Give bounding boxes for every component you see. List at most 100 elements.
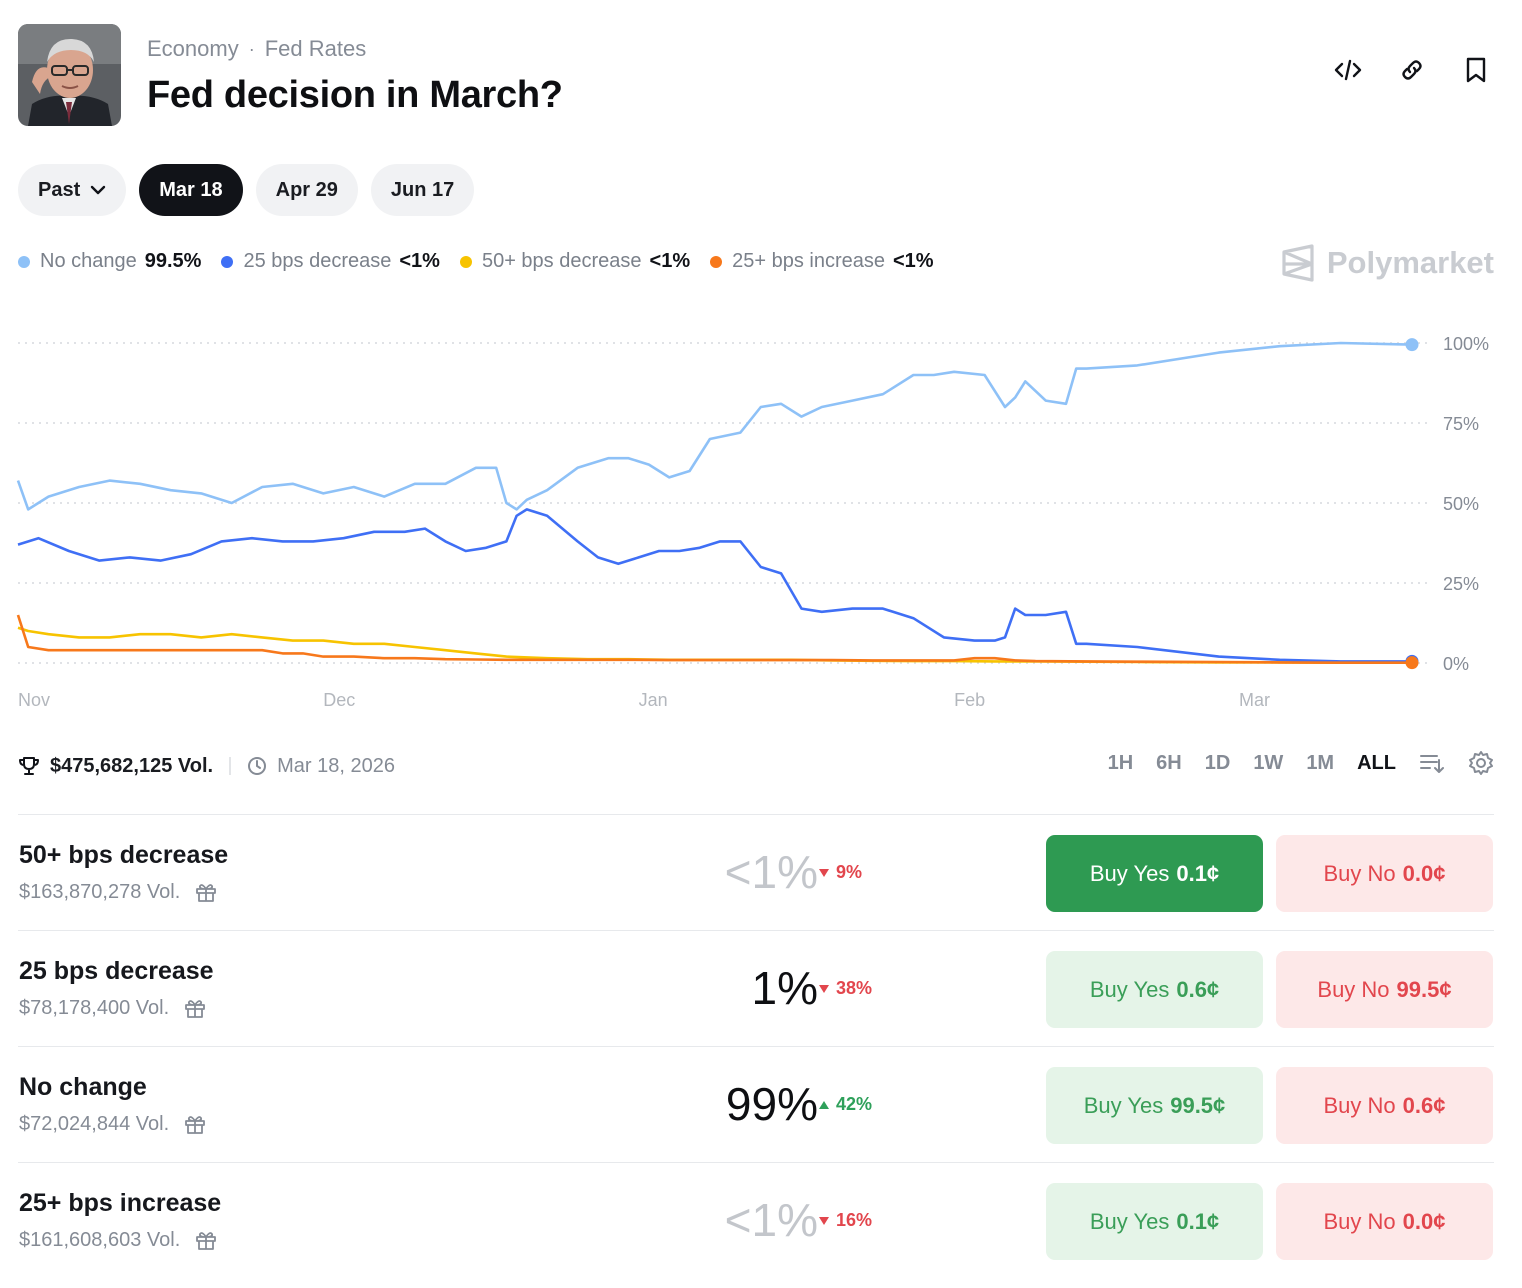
buy-no-button[interactable]: Buy No 99.5¢ (1276, 951, 1493, 1028)
legend-item-no-change[interactable]: No change 99.5% (18, 250, 201, 273)
series-end-marker (1405, 338, 1419, 352)
series-end-marker (1405, 656, 1419, 670)
gift-icon[interactable] (183, 996, 207, 1020)
outcome-row-50-bps-decrease[interactable]: 50+ bps decrease $163,870,278 Vol. <1% 9… (18, 815, 1494, 931)
range-all[interactable]: ALL (1357, 751, 1396, 774)
buy-yes-price: 0.1¢ (1176, 1208, 1220, 1234)
buy-no-button[interactable]: Buy No 0.0¢ (1276, 835, 1493, 912)
clock-icon (248, 757, 267, 775)
outcome-name: No change (19, 1073, 147, 1101)
date-selector: Past Mar 18 Apr 29 Jun 17 (18, 164, 475, 216)
sort-icon[interactable] (1419, 751, 1445, 775)
outcome-probability: 99% (725, 1078, 818, 1130)
legend-label: 50+ bps decrease (481, 250, 642, 272)
outcome-row-25-bps-decrease[interactable]: 25 bps decrease $78,178,400 Vol. 1% 38% … (18, 931, 1494, 1047)
link-icon[interactable] (1398, 56, 1426, 84)
outcome-volume: $72,024,844 Vol. (19, 1112, 207, 1136)
legend-dot (459, 255, 472, 268)
legend-label: No change (40, 250, 137, 272)
range-1d[interactable]: 1D (1204, 751, 1231, 774)
triangle-up-icon (819, 1100, 829, 1109)
legend-value: <1% (893, 250, 934, 272)
buy-yes-label: Buy Yes (1089, 976, 1170, 1002)
triangle-down-icon (819, 1216, 829, 1225)
legend-dot (710, 255, 723, 268)
outcome-change: 9% (818, 862, 862, 883)
range-6h[interactable]: 6H (1156, 751, 1182, 774)
legend-item-25-bps-decrease[interactable]: 25 bps decrease <1% (221, 250, 440, 273)
buy-no-label: Buy No (1323, 860, 1396, 886)
outcome-volume-value: $163,870,278 Vol. (19, 880, 181, 903)
breadcrumb-category[interactable]: Economy (147, 36, 239, 61)
outcome-change: 38% (818, 978, 872, 999)
date-pill-mar-18[interactable]: Mar 18 (139, 164, 243, 216)
y-tick-label: 100% (1443, 334, 1489, 354)
trophy-icon (19, 757, 39, 775)
buy-yes-button[interactable]: Buy Yes 0.1¢ (1046, 835, 1263, 912)
outcome-volume: $78,178,400 Vol. (19, 996, 207, 1020)
triangle-down-icon (819, 984, 829, 993)
y-tick-label: 0% (1443, 654, 1469, 674)
buy-yes-button[interactable]: Buy Yes 0.1¢ (1046, 1183, 1263, 1260)
x-tick-label: Mar (1239, 690, 1270, 710)
date-pill-apr-29[interactable]: Apr 29 (255, 164, 358, 216)
price-history-chart[interactable]: 100% 75% 50% 25% 0% Nov Dec Jan Feb Mar (0, 300, 1522, 720)
header-actions (1334, 56, 1490, 84)
page-title: Fed decision in March? (147, 74, 563, 116)
buy-no-label: Buy No (1323, 1092, 1396, 1118)
chevron-down-icon (90, 185, 106, 195)
gift-icon[interactable] (183, 1112, 207, 1136)
portrait-image (18, 24, 121, 126)
outcome-volume-value: $161,608,603 Vol. (19, 1228, 181, 1251)
outcome-name: 25 bps decrease (19, 957, 214, 985)
buy-yes-price: 0.6¢ (1176, 976, 1220, 1002)
range-1w[interactable]: 1W (1253, 751, 1284, 774)
date-pill-jun-17[interactable]: Jun 17 (370, 164, 475, 216)
buy-yes-price: 99.5¢ (1170, 1092, 1226, 1118)
buy-no-button[interactable]: Buy No 0.6¢ (1276, 1067, 1493, 1144)
past-label: Past (38, 178, 81, 201)
polymarket-icon (1282, 244, 1314, 282)
settings-gear-icon[interactable] (1468, 750, 1494, 776)
divider (18, 1162, 1494, 1163)
stats-divider (229, 757, 232, 775)
divider (18, 930, 1494, 931)
x-tick-label: Nov (18, 690, 50, 710)
legend-item-50-bps-decrease[interactable]: 50+ bps decrease <1% (459, 250, 690, 273)
buy-yes-button[interactable]: Buy Yes 0.6¢ (1046, 951, 1263, 1028)
legend-item-25-bps-increase[interactable]: 25+ bps increase <1% (710, 250, 934, 273)
outcome-change-value: 16% (836, 1210, 873, 1230)
outcome-volume-value: $72,024,844 Vol. (19, 1112, 170, 1135)
x-tick-label: Feb (954, 690, 985, 710)
legend-dot (221, 255, 234, 268)
range-1m[interactable]: 1M (1306, 751, 1335, 774)
embed-code-icon[interactable] (1334, 56, 1362, 84)
outcome-change: 42% (818, 1094, 872, 1115)
gift-icon[interactable] (194, 1228, 218, 1252)
gift-icon[interactable] (194, 880, 218, 904)
time-range-selector: 1H 6H 1D 1W 1M ALL (1108, 750, 1494, 776)
outcome-probability: 1% (751, 962, 818, 1014)
past-dates-dropdown[interactable]: Past (18, 164, 127, 216)
buy-no-button[interactable]: Buy No 0.0¢ (1276, 1183, 1493, 1260)
outcome-row-no-change[interactable]: No change $72,024,844 Vol. 99% 42% Buy Y… (18, 1047, 1494, 1163)
legend-label: 25 bps decrease (243, 250, 392, 272)
outcome-row-25-bps-increase[interactable]: 25+ bps increase $161,608,603 Vol. <1% 1… (18, 1163, 1494, 1279)
breadcrumb-separator: · (248, 38, 255, 59)
legend-dot (18, 255, 30, 268)
buy-yes-price: 0.1¢ (1176, 860, 1220, 886)
total-volume: $475,682,125 Vol. (18, 755, 213, 778)
range-1h[interactable]: 1H (1107, 751, 1134, 774)
bookmark-icon[interactable] (1462, 56, 1490, 84)
y-tick-label: 25% (1443, 574, 1479, 594)
y-tick-label: 50% (1443, 494, 1479, 514)
market-stats: $475,682,125 Vol. Mar 18, 2026 1H 6H 1D … (18, 750, 1494, 782)
buy-yes-button[interactable]: Buy Yes 99.5¢ (1046, 1067, 1263, 1144)
series-line-no-change (16, 341, 1413, 511)
total-volume-value: $475,682,125 Vol. (50, 754, 214, 777)
triangle-down-icon (819, 868, 829, 877)
breadcrumb-subcategory[interactable]: Fed Rates (264, 36, 367, 61)
series-line-25-bps-decrease (17, 508, 1412, 663)
divider (18, 1046, 1494, 1047)
series-line-25-bps-increase (16, 614, 1412, 665)
